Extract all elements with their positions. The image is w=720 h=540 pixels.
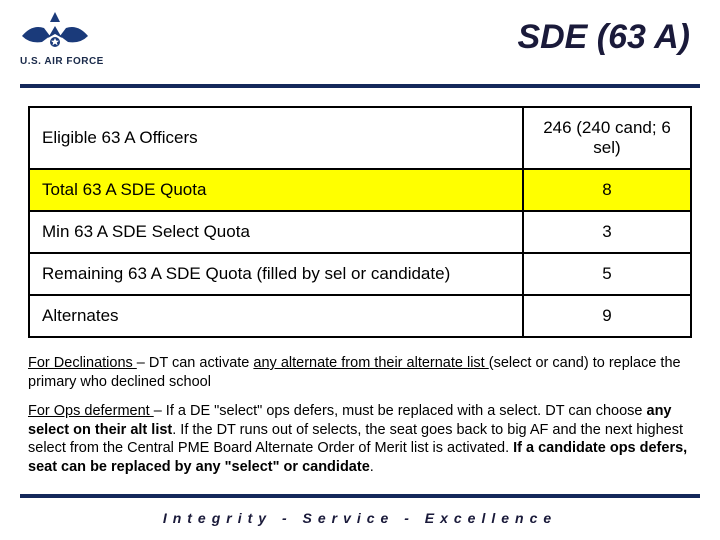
cell-label: Total 63 A SDE Quota bbox=[29, 169, 523, 211]
cell-value: 3 bbox=[523, 211, 691, 253]
note-lead: For Ops deferment bbox=[28, 403, 154, 419]
table-row: Alternates 9 bbox=[29, 295, 691, 337]
note-text: – DT can activate bbox=[137, 355, 254, 371]
header-rule bbox=[20, 84, 700, 88]
table-row: Eligible 63 A Officers 246 (240 cand; 6 … bbox=[29, 107, 691, 169]
note-ops-deferment: For Ops deferment – If a DE "select" ops… bbox=[28, 402, 692, 477]
note-underlined: any alternate from their alternate list bbox=[253, 355, 488, 371]
cell-label: Min 63 A SDE Select Quota bbox=[29, 211, 523, 253]
cell-label: Alternates bbox=[29, 295, 523, 337]
footer-rule bbox=[20, 494, 700, 498]
slide-header: U.S. AIR FORCE SDE (63 A) bbox=[0, 0, 720, 88]
footer-motto: Integrity - Service - Excellence bbox=[0, 510, 720, 526]
page-title: SDE (63 A) bbox=[517, 18, 690, 57]
note-lead: For Declinations bbox=[28, 355, 137, 371]
cell-label: Eligible 63 A Officers bbox=[29, 107, 523, 169]
quota-table: Eligible 63 A Officers 246 (240 cand; 6 … bbox=[28, 106, 692, 338]
cell-value: 9 bbox=[523, 295, 691, 337]
org-name: U.S. AIR FORCE bbox=[20, 56, 120, 67]
note-text: – If a DE "select" ops defers, must be r… bbox=[154, 403, 647, 419]
content-area: Eligible 63 A Officers 246 (240 cand; 6 … bbox=[0, 88, 720, 477]
note-declinations: For Declinations – DT can activate any a… bbox=[28, 354, 692, 392]
table-row: Remaining 63 A SDE Quota (filled by sel … bbox=[29, 253, 691, 295]
table-row: Min 63 A SDE Select Quota 3 bbox=[29, 211, 691, 253]
notes-block: For Declinations – DT can activate any a… bbox=[28, 354, 692, 477]
cell-value: 246 (240 cand; 6 sel) bbox=[523, 107, 691, 169]
table-row: Total 63 A SDE Quota 8 bbox=[29, 169, 691, 211]
usaf-wings-icon bbox=[20, 8, 90, 54]
usaf-logo-block: U.S. AIR FORCE bbox=[20, 8, 120, 67]
cell-label: Remaining 63 A SDE Quota (filled by sel … bbox=[29, 253, 523, 295]
cell-value: 5 bbox=[523, 253, 691, 295]
note-text: . bbox=[370, 459, 374, 475]
cell-value: 8 bbox=[523, 169, 691, 211]
